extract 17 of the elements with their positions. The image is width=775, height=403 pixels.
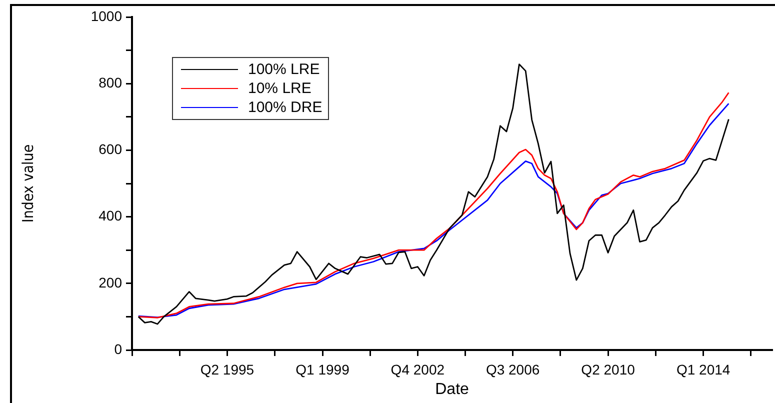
legend-label: 10% LRE [248, 79, 312, 98]
y-tick-label: 200 [98, 274, 122, 290]
x-axis-title: Date [435, 380, 469, 398]
y-tick-label: 1000 [90, 8, 122, 24]
y-tick-label: 600 [98, 141, 122, 158]
y-tick-label: 400 [98, 208, 122, 224]
legend-label: 100% DRE [248, 98, 322, 117]
legend-label: 100% LRE [248, 60, 320, 79]
x-tick-label: Q4 2002 [390, 361, 445, 378]
y-tick-label: 800 [98, 74, 122, 90]
x-tick-label: Q1 2014 [676, 361, 730, 378]
y-tick-label: 0 [114, 340, 122, 357]
y-axis-title: Index value [18, 144, 37, 223]
x-tick-label: Q2 2010 [581, 361, 636, 378]
x-tick-label: Q3 2006 [486, 361, 540, 378]
x-tick-label: Q2 1995 [200, 361, 254, 378]
x-tick-label: Q1 1999 [296, 361, 350, 378]
